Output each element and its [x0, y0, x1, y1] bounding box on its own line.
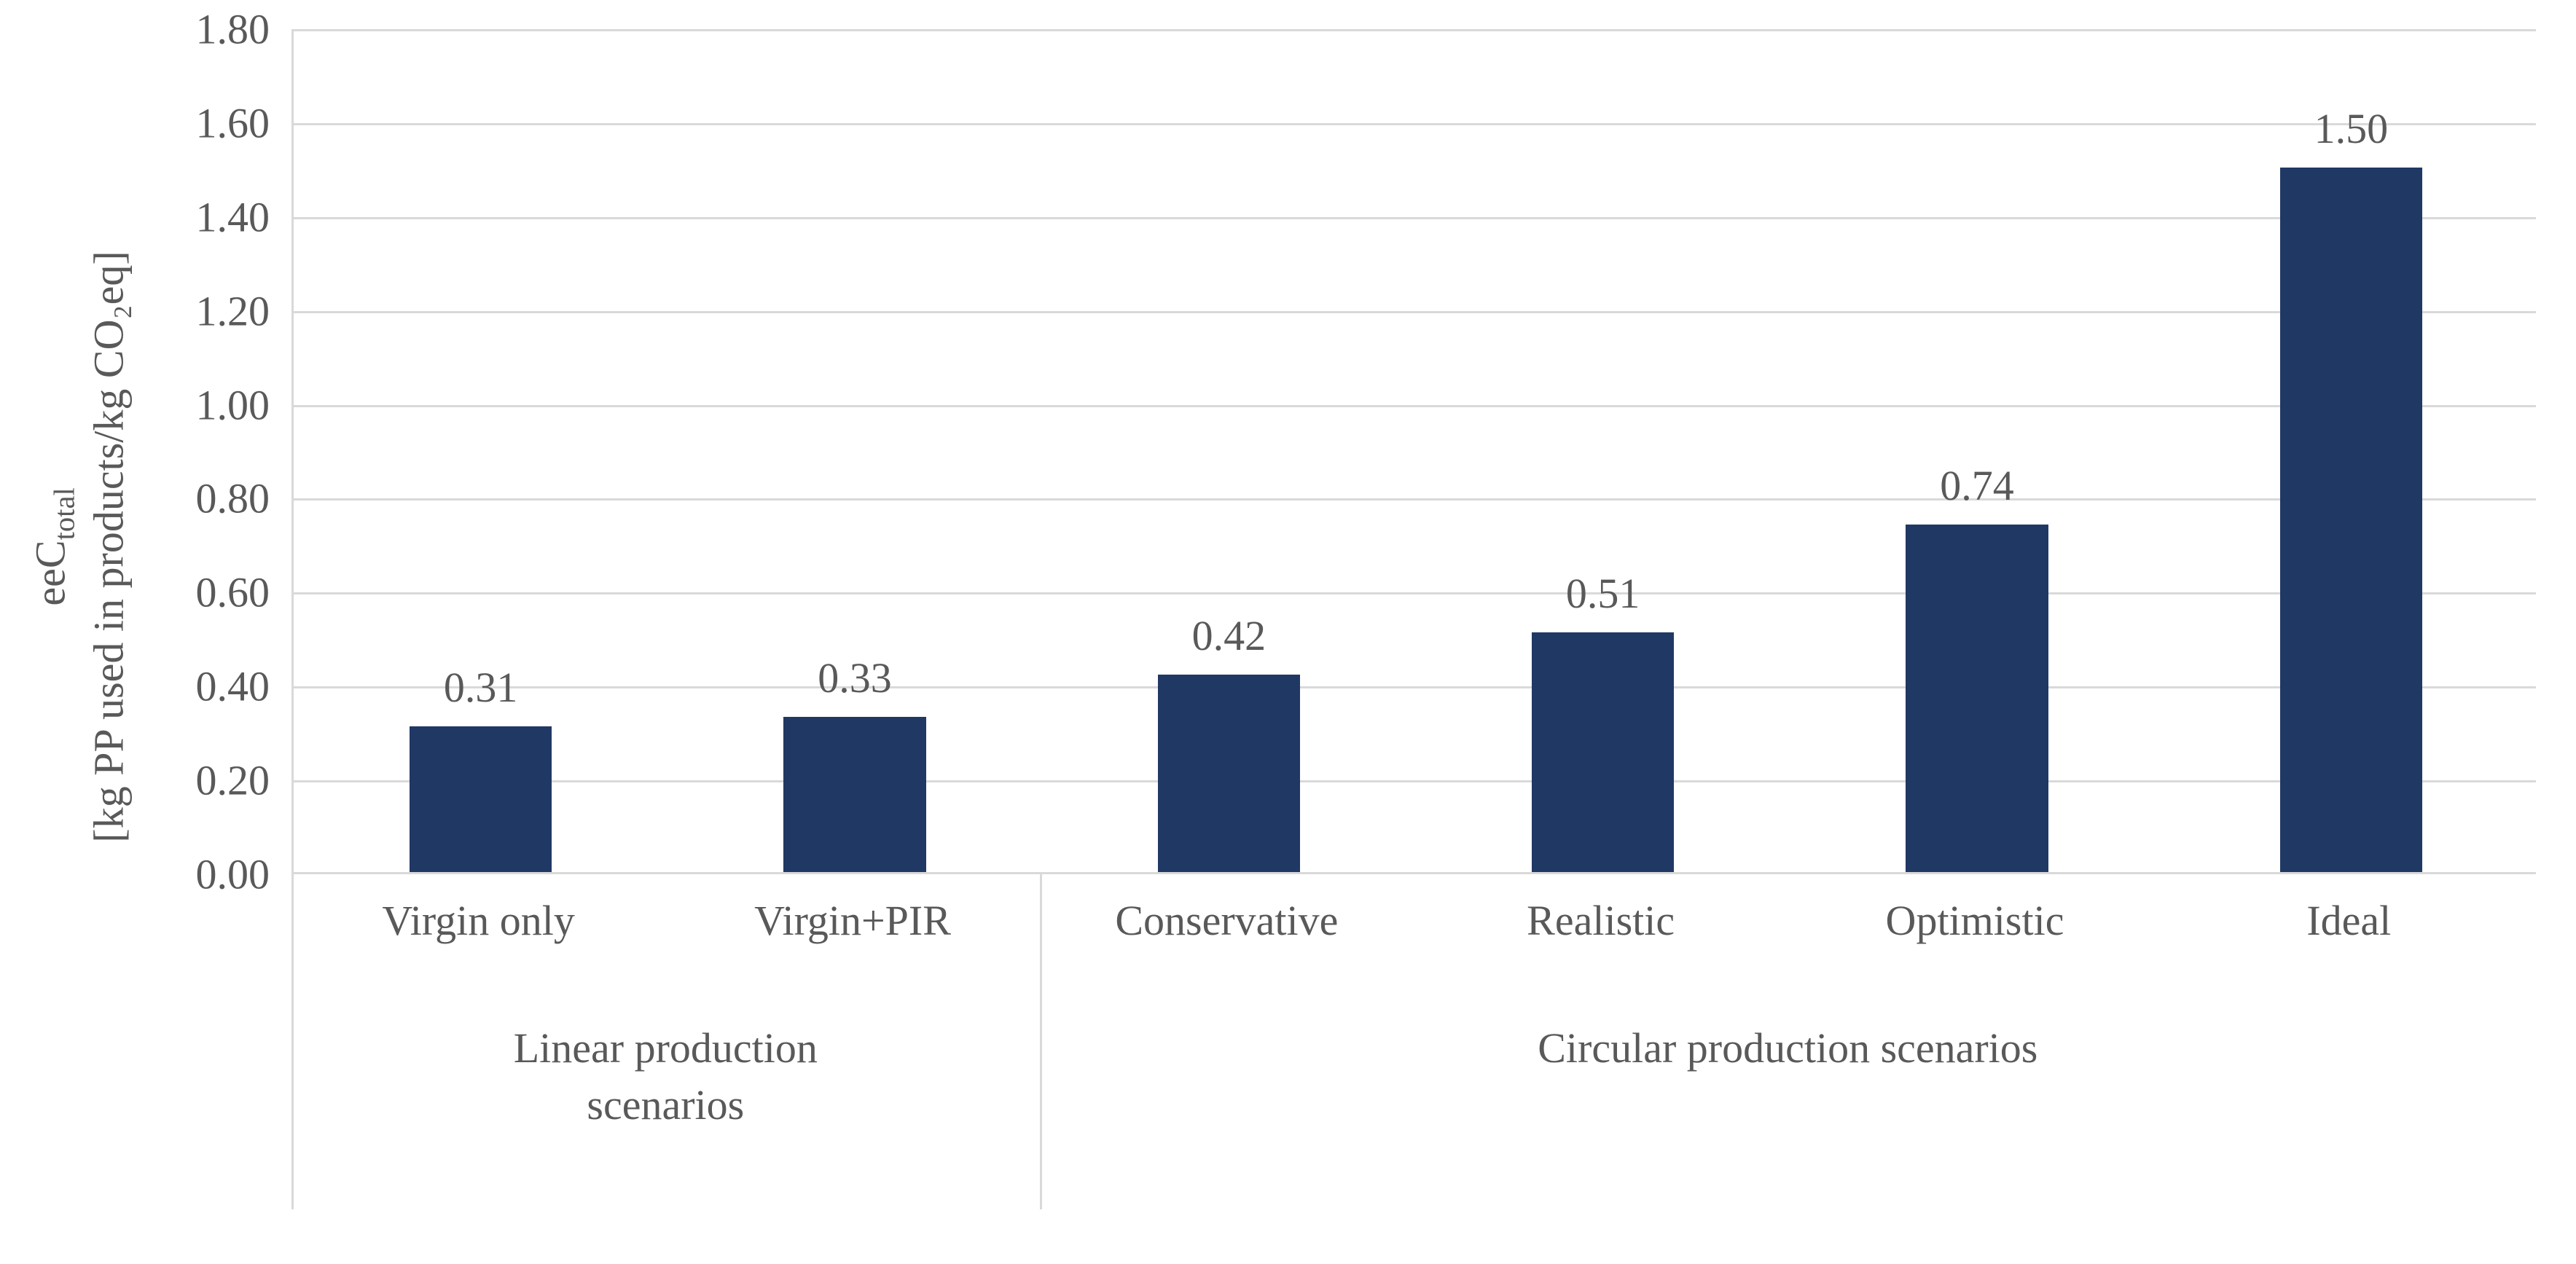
x-axis-labels: Virgin only Virgin+PIR Conservative Realist…	[291, 896, 2536, 998]
bar-chart: eeCtotal [kg PP used in products/kg CO₂e…	[0, 0, 2576, 1264]
x-axis-label: Optimistic	[1886, 896, 2064, 945]
group-labels: Linear productionscenariosCircular produ…	[291, 1020, 2536, 1209]
y-tick-label: 0.20	[0, 756, 270, 805]
bar	[1158, 675, 1300, 872]
y-tick-label: 0.60	[0, 568, 270, 617]
group-label: Linear productionscenarios	[291, 1020, 1040, 1134]
x-axis-label: Conservative	[1115, 896, 1338, 945]
x-axis-label: Realistic	[1527, 896, 1675, 945]
bar	[2280, 168, 2422, 872]
bar	[1906, 525, 2048, 872]
bar	[1532, 632, 1674, 872]
bars-container: 0.31 0.33 0.42 0.51 0.74 1.50	[294, 29, 2536, 872]
bar-value-label: 0.74	[1868, 461, 2086, 510]
bar	[783, 717, 925, 872]
x-axis-label: Virgin only	[382, 896, 575, 945]
bar-value-label: 0.51	[1494, 569, 1712, 618]
y-axis-title: eeCtotal [kg PP used in products/kg CO₂e…	[0, 0, 160, 1093]
y-tick-label: 0.80	[0, 474, 270, 523]
y-tick-label: 1.40	[0, 192, 270, 241]
y-axis-title-line2: [kg PP used in products/kg CO₂eq]	[83, 251, 136, 842]
plot-area: 0.31 0.33 0.42 0.51 0.74 1.50	[291, 29, 2536, 874]
y-tick-label: 1.60	[0, 98, 270, 147]
bar-value-label: 0.31	[372, 663, 590, 712]
y-tick-label: 1.80	[0, 5, 270, 54]
bar	[410, 726, 552, 872]
y-tick-label: 1.20	[0, 286, 270, 335]
bar-value-label: 1.50	[2242, 104, 2460, 153]
y-tick-label: 1.00	[0, 380, 270, 429]
x-axis-label: Virgin+PIR	[754, 896, 951, 945]
y-tick-label: 0.40	[0, 662, 270, 711]
group-label: Circular production scenarios	[1040, 1020, 2536, 1077]
y-tick-label: 0.00	[0, 850, 270, 899]
bar-value-label: 0.42	[1119, 611, 1338, 660]
bar-value-label: 0.33	[745, 653, 964, 702]
x-axis-label: Ideal	[2306, 896, 2391, 945]
